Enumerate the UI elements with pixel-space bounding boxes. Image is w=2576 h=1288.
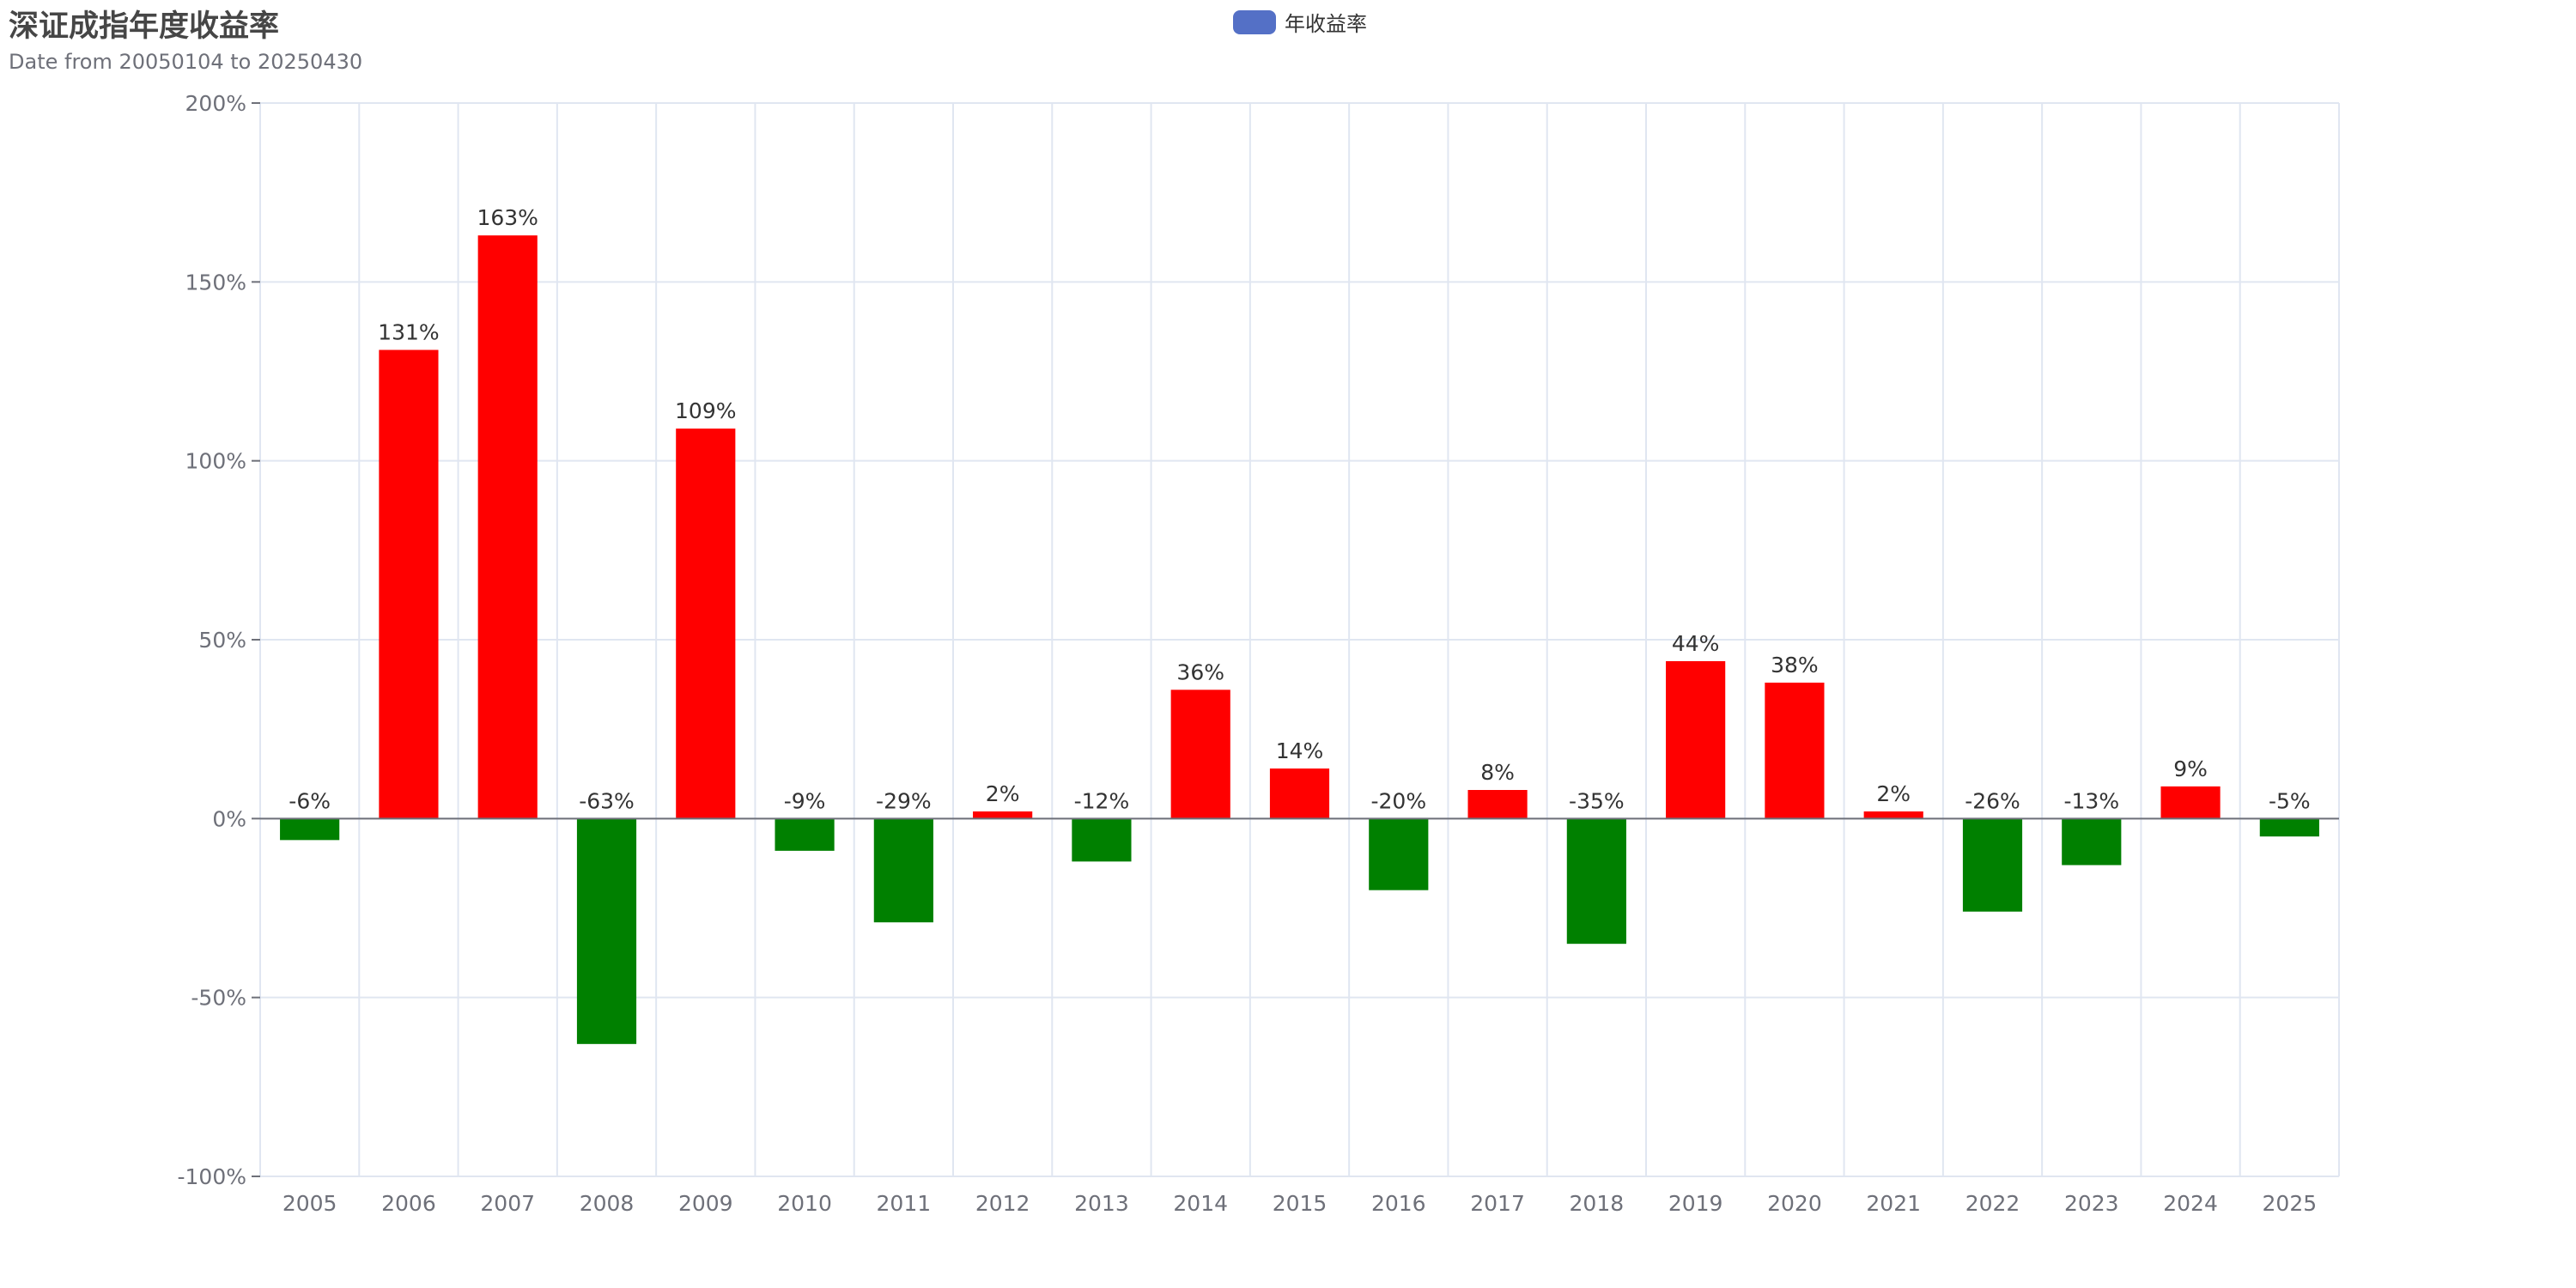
- ytick-label: 0%: [212, 806, 246, 831]
- data-label-2015: 14%: [1276, 738, 1324, 763]
- bar-2023: [2062, 818, 2122, 866]
- data-label-2020: 38%: [1771, 653, 1819, 677]
- bar-2010: [775, 818, 835, 851]
- bar-2021: [1863, 811, 1923, 819]
- xtick-label-2021: 2021: [1866, 1191, 1921, 1216]
- xtick-label-2010: 2010: [777, 1191, 832, 1216]
- legend-swatch[interactable]: [1233, 9, 1276, 34]
- bar-2017: [1467, 790, 1528, 819]
- ytick-label: 150%: [185, 270, 246, 295]
- bar-2020: [1765, 683, 1825, 819]
- data-label-2024: 9%: [2173, 756, 2208, 781]
- bar-2008: [576, 818, 637, 1044]
- chart-subtitle: Date from 20050104 to 20250430: [9, 50, 363, 74]
- xtick-label-2006: 2006: [381, 1191, 436, 1216]
- bar-2013: [1072, 818, 1132, 862]
- data-label-2007: 163%: [477, 205, 538, 230]
- xtick-label-2018: 2018: [1570, 1191, 1625, 1216]
- data-label-2012: 2%: [986, 781, 1020, 806]
- data-label-2023: -13%: [2063, 788, 2119, 813]
- xtick-label-2007: 2007: [480, 1191, 535, 1216]
- data-label-2011: -29%: [876, 788, 932, 813]
- ytick-label: 50%: [198, 628, 246, 653]
- xtick-label-2014: 2014: [1173, 1191, 1228, 1216]
- xtick-label-2016: 2016: [1371, 1191, 1426, 1216]
- xtick-label-2009: 2009: [678, 1191, 733, 1216]
- legend-label[interactable]: 年收益率: [1285, 12, 1367, 36]
- xtick-label-2023: 2023: [2064, 1191, 2119, 1216]
- bar-2005: [280, 818, 340, 841]
- bar-2015: [1269, 769, 1330, 819]
- xtick-label-2011: 2011: [877, 1191, 932, 1216]
- bar-2016: [1369, 818, 1429, 890]
- data-label-2009: 109%: [675, 398, 736, 423]
- xtick-label-2019: 2019: [1668, 1191, 1723, 1216]
- data-label-2016: -20%: [1370, 788, 1426, 813]
- data-label-2019: 44%: [1672, 631, 1720, 656]
- data-label-2010: -9%: [784, 788, 826, 813]
- grid-layer: [259, 102, 2340, 1177]
- bar-2012: [973, 811, 1033, 819]
- data-label-2021: 2%: [1876, 781, 1911, 806]
- xtick-label-2017: 2017: [1470, 1191, 1525, 1216]
- bar-2014: [1170, 690, 1230, 819]
- xtick-label-2025: 2025: [2263, 1191, 2318, 1216]
- bar-2025: [2259, 818, 2319, 837]
- bar-2009: [676, 428, 736, 819]
- bar-2006: [379, 349, 439, 819]
- data-label-2006: 131%: [378, 320, 439, 345]
- data-label-2008: -63%: [579, 788, 635, 813]
- bar-2019: [1666, 661, 1726, 819]
- data-label-layer: -6% 131% 163% -63% 109% -9% -29% 2% -12% 36% 14% -2…: [289, 205, 2310, 813]
- ytick-label: -100%: [178, 1164, 247, 1189]
- xtick-label-2008: 2008: [580, 1191, 635, 1216]
- xtick-label-2005: 2005: [283, 1191, 337, 1216]
- ytick-label: -50%: [191, 986, 246, 1011]
- data-label-2005: -6%: [289, 788, 331, 813]
- xtick-label-2012: 2012: [975, 1191, 1030, 1216]
- ytick-label: 200%: [185, 91, 246, 116]
- ytick-label: 100%: [185, 449, 246, 474]
- xtick-label-2013: 2013: [1074, 1191, 1129, 1216]
- bar-2011: [873, 818, 933, 923]
- bar-layer: [280, 235, 2319, 1044]
- data-label-2017: 8%: [1480, 760, 1515, 785]
- bar-2022: [1962, 818, 2023, 912]
- bar-2007: [477, 235, 538, 819]
- data-label-2013: -12%: [1074, 788, 1130, 813]
- bar-2018: [1566, 818, 1626, 945]
- legend[interactable]: 年收益率: [1233, 7, 1367, 37]
- axis-layer: -100% -50% 0% 50% 100% 150% 200% 2005 2006 2007 20…: [178, 91, 2339, 1216]
- data-label-2018: -35%: [1569, 788, 1625, 813]
- xtick-label-2024: 2024: [2163, 1191, 2218, 1216]
- xtick-label-2020: 2020: [1767, 1191, 1822, 1216]
- xtick-label-2022: 2022: [1965, 1191, 2020, 1216]
- data-label-2025: -5%: [2269, 788, 2311, 813]
- data-label-2014: 36%: [1176, 659, 1224, 684]
- xtick-label-2015: 2015: [1273, 1191, 1327, 1216]
- data-label-2022: -26%: [1965, 788, 2020, 813]
- bar-2024: [2160, 786, 2221, 819]
- chart-title: 深证成指年度收益率: [9, 9, 280, 44]
